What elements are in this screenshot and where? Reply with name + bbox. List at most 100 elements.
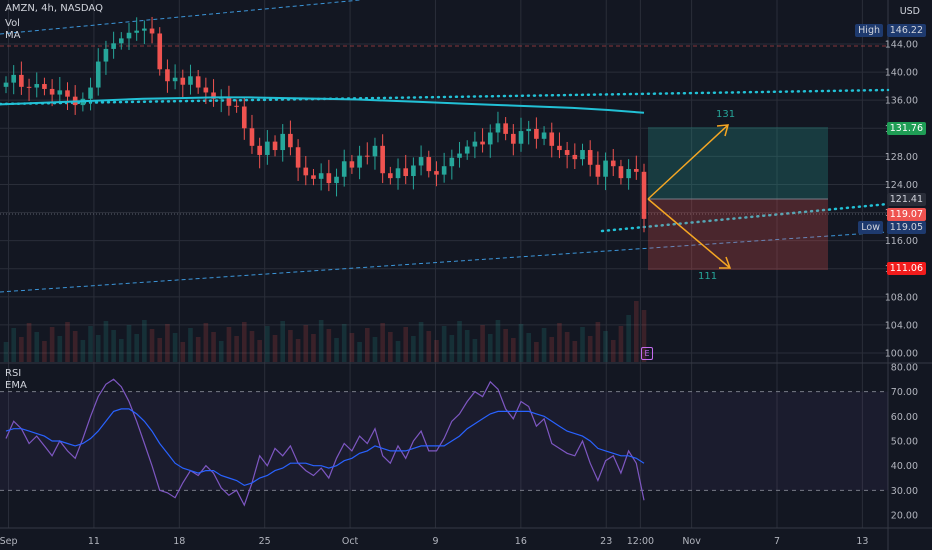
- volume-bar: [326, 329, 332, 362]
- volume-bar: [218, 341, 224, 362]
- price-tick-label: 140.00: [885, 68, 918, 79]
- legend-ema[interactable]: EMA: [5, 380, 27, 391]
- legend-rsi[interactable]: RSI: [5, 368, 22, 379]
- rsi-line: [5, 378, 645, 507]
- volume-bar: [149, 329, 155, 362]
- target-price-tag: 131.76: [886, 122, 926, 135]
- date-tick-label: Oct: [342, 536, 359, 547]
- price-tick-label: 124.00: [885, 180, 918, 191]
- moving-average: [0, 96, 645, 114]
- rsi-tick-label: 40.00: [891, 461, 918, 472]
- volume-bar: [49, 327, 55, 362]
- volume-bar: [595, 322, 601, 362]
- volume-bar: [11, 328, 16, 362]
- candle-body: [157, 33, 163, 70]
- volume-bar: [118, 339, 124, 362]
- candle-body: [57, 90, 63, 95]
- candle-body: [19, 74, 24, 87]
- candle-body: [326, 173, 332, 184]
- candle-body: [195, 76, 201, 88]
- volume-bar: [411, 336, 416, 362]
- volume-bar: [318, 320, 324, 362]
- date-tick-label: Nov: [682, 536, 701, 547]
- rsi-tick-label: 30.00: [891, 486, 918, 497]
- candle-body: [149, 28, 155, 34]
- volume-bar: [134, 334, 139, 362]
- current-price-tag: 119.07: [886, 208, 926, 221]
- volume-bar: [111, 330, 116, 362]
- candle-body: [65, 90, 70, 97]
- volume-bar: [280, 321, 286, 362]
- volume-bar: [80, 340, 86, 362]
- drawing-overlays: [0, 0, 890, 293]
- volume-bar: [126, 325, 132, 362]
- candle-body: [487, 132, 493, 145]
- candle-body: [503, 123, 508, 134]
- low-label: Low: [858, 221, 883, 234]
- candle-body: [288, 133, 293, 148]
- rsi-tick-label: 70.00: [891, 387, 918, 398]
- volume-bar: [626, 315, 631, 362]
- candle-body: [595, 164, 601, 177]
- candle-body: [318, 173, 324, 179]
- stop-price-tag: 111.06: [886, 262, 926, 275]
- volume-bar: [172, 333, 178, 362]
- candle-body: [541, 132, 547, 139]
- high-label: High: [855, 24, 883, 37]
- candle-body: [103, 48, 109, 62]
- candle-body: [203, 87, 209, 93]
- candle-body: [265, 141, 270, 155]
- candle-body: [249, 128, 255, 146]
- rsi-band: [0, 391, 888, 491]
- volume-bar: [272, 335, 278, 362]
- candle-body: [311, 175, 316, 179]
- price-tick-label: 104.00: [885, 320, 918, 331]
- candle-body: [257, 145, 262, 155]
- resistance-dotted-line: [0, 88, 890, 106]
- volume-bar: [449, 335, 455, 362]
- candle-body: [626, 169, 631, 179]
- rsi-panel: [0, 378, 888, 507]
- candle-body: [34, 84, 40, 88]
- upper-trendline: [0, 0, 361, 35]
- candle-body: [580, 150, 585, 160]
- candle-body: [534, 128, 539, 139]
- volume-bar: [441, 326, 447, 362]
- candle-body: [418, 157, 424, 166]
- candle-body: [334, 176, 339, 184]
- candle-body: [349, 161, 355, 168]
- volume-bar: [3, 342, 9, 362]
- legend-vol[interactable]: Vol: [5, 18, 20, 29]
- candle-body: [165, 69, 170, 82]
- candle-body: [388, 173, 393, 179]
- candle-body: [441, 166, 447, 175]
- candle-body: [26, 86, 32, 88]
- volume-bar: [288, 330, 293, 362]
- volume-bar: [188, 328, 193, 362]
- candle-body: [11, 74, 16, 83]
- legend-ma[interactable]: MA: [5, 30, 21, 41]
- earnings-marker[interactable]: E: [641, 347, 653, 360]
- volume-bar: [334, 338, 339, 362]
- currency-label: USD: [899, 6, 920, 17]
- candle-body: [610, 160, 616, 167]
- down-arrow-head: [719, 256, 732, 269]
- volume-histogram: [3, 301, 647, 362]
- date-tick-label: 11: [88, 536, 100, 547]
- candle-body: [449, 157, 455, 167]
- volume-bar: [295, 339, 301, 362]
- candle-body: [395, 168, 401, 179]
- volume-bar: [88, 326, 93, 362]
- stop-zone: [648, 199, 828, 270]
- volume-bar: [464, 330, 470, 362]
- volume-bar: [226, 327, 232, 362]
- candle-body: [280, 133, 286, 151]
- candle-body: [464, 146, 470, 154]
- date-tick-label: 16: [515, 536, 527, 547]
- volume-bar: [472, 339, 478, 362]
- up-target-label: 131: [716, 109, 736, 120]
- candle-body: [495, 123, 501, 133]
- volume-bar: [165, 324, 170, 362]
- price-tick-label: 108.00: [885, 292, 918, 303]
